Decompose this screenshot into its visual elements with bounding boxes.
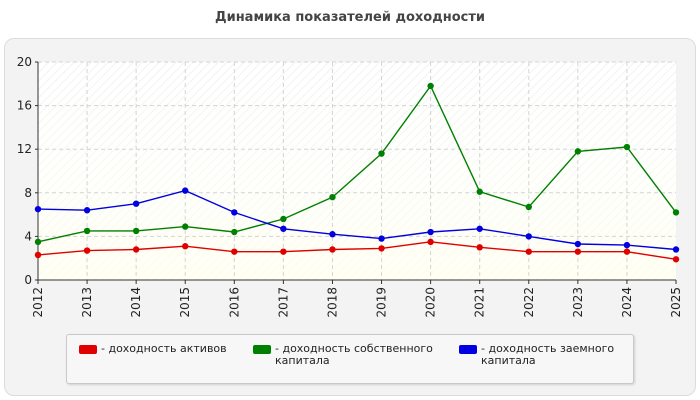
data-point-assets[interactable] <box>378 245 385 252</box>
x-tick-label: 2013 <box>80 287 94 318</box>
x-tick-label: 2018 <box>325 287 339 318</box>
x-tick-label: 2021 <box>473 287 487 318</box>
series-line-assets <box>37 241 677 260</box>
data-point-debt[interactable] <box>182 187 189 194</box>
data-point-equity[interactable] <box>329 193 336 201</box>
legend-label-assets: - доходность активов <box>101 342 227 355</box>
data-point-assets[interactable] <box>672 256 680 263</box>
legend-swatch-debt <box>459 345 477 354</box>
data-point-debt[interactable] <box>378 235 385 242</box>
data-point-debt[interactable] <box>83 207 91 214</box>
legend-label-debt: - доходность заемного капитала <box>481 342 615 367</box>
data-point-debt[interactable] <box>231 209 238 216</box>
data-point-equity[interactable] <box>280 215 287 223</box>
data-point-equity[interactable] <box>34 238 42 246</box>
legend-item-debt: - доходность заемного капитала <box>459 343 629 367</box>
y-tick-label: 16 <box>17 99 32 113</box>
data-point-debt[interactable] <box>34 205 42 213</box>
data-point-debt[interactable] <box>132 200 140 207</box>
data-point-equity[interactable] <box>476 188 483 195</box>
chart-title: Динамика показателей доходности <box>215 10 485 25</box>
data-point-debt[interactable] <box>427 228 434 236</box>
data-point-equity[interactable] <box>525 203 532 211</box>
data-point-equity[interactable] <box>427 82 434 90</box>
data-point-debt[interactable] <box>623 241 631 249</box>
y-tick-label: 0 <box>24 273 32 287</box>
y-tick-label: 4 <box>24 229 32 243</box>
data-point-assets[interactable] <box>427 238 434 246</box>
series-line-debt <box>37 189 677 251</box>
data-point-equity[interactable] <box>574 148 582 155</box>
y-tick-label: 12 <box>17 142 32 156</box>
legend-swatch-equity <box>253 345 271 354</box>
x-tick-label: 2016 <box>227 287 241 318</box>
data-point-assets[interactable] <box>329 246 336 253</box>
data-point-equity[interactable] <box>182 223 189 230</box>
x-tick-label: 2023 <box>571 287 585 318</box>
data-point-assets[interactable] <box>623 248 631 255</box>
x-tick-label: 2014 <box>129 287 143 318</box>
x-tick-label: 2015 <box>178 287 192 318</box>
data-point-equity[interactable] <box>83 227 91 235</box>
x-tick-label: 2019 <box>375 287 389 318</box>
series-line-equity <box>37 84 677 243</box>
legend-item-assets: - доходность активов <box>79 343 259 355</box>
x-tick-label: 2024 <box>620 287 634 318</box>
data-point-equity[interactable] <box>132 227 140 235</box>
y-tick-label: 20 <box>17 55 32 69</box>
data-point-debt[interactable] <box>574 240 582 248</box>
x-tick-label: 2012 <box>31 287 45 318</box>
legend-swatch-assets <box>79 345 97 354</box>
y-tick-label: 8 <box>24 186 32 200</box>
x-tick-label: 2017 <box>276 287 290 318</box>
legend-item-equity: - доходность собственного капитала <box>253 343 443 367</box>
data-point-equity[interactable] <box>231 228 238 236</box>
data-point-assets[interactable] <box>34 251 42 259</box>
data-point-assets[interactable] <box>231 248 238 255</box>
data-point-debt[interactable] <box>476 225 483 232</box>
data-point-assets[interactable] <box>574 248 582 255</box>
data-point-debt[interactable] <box>280 225 287 232</box>
data-point-assets[interactable] <box>132 246 140 253</box>
data-point-debt[interactable] <box>525 233 532 240</box>
legend-label-equity: - доходность собственного капитала <box>275 342 433 367</box>
data-point-equity[interactable] <box>378 150 385 157</box>
data-point-equity[interactable] <box>672 209 680 216</box>
x-tick-label: 2025 <box>669 287 683 318</box>
legend: - доходность активов - доходность собств… <box>66 334 634 384</box>
data-point-debt[interactable] <box>329 231 336 238</box>
data-point-debt[interactable] <box>672 246 680 253</box>
data-point-assets[interactable] <box>476 244 483 251</box>
data-point-assets[interactable] <box>182 243 189 250</box>
data-point-assets[interactable] <box>83 247 91 254</box>
x-tick-label: 2022 <box>522 287 536 318</box>
data-point-equity[interactable] <box>623 143 631 151</box>
x-tick-label: 2020 <box>424 287 438 318</box>
data-point-assets[interactable] <box>280 248 287 255</box>
data-point-assets[interactable] <box>525 248 532 255</box>
